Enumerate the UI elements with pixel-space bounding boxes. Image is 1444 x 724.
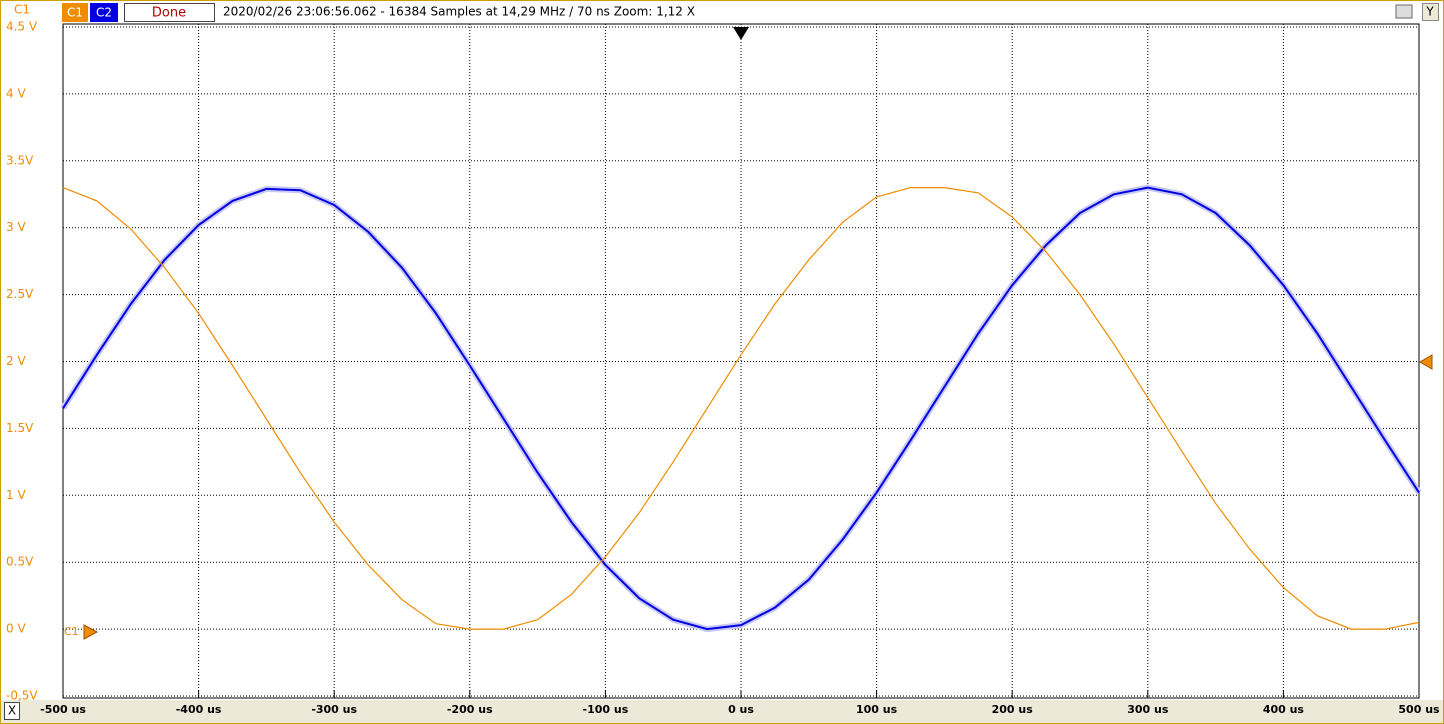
info-text: 2020/02/26 23:06:56.062 - 16384 Samples … xyxy=(223,5,695,19)
y-tick-label: 4 V xyxy=(6,86,26,100)
x-tick-label: -400 us xyxy=(176,703,222,716)
y-tick-label: 0.5V xyxy=(6,555,34,569)
c2-button-label: C2 xyxy=(96,6,112,20)
x-tick-label: -300 us xyxy=(311,703,357,716)
y-tick-label: 2.5V xyxy=(6,287,34,301)
x-tick-label: 200 us xyxy=(992,703,1034,716)
y-button[interactable] xyxy=(1422,3,1439,21)
c1-button[interactable] xyxy=(62,3,88,22)
x-button-label: X xyxy=(8,704,16,718)
trigger-level-marker xyxy=(1419,354,1433,370)
y-tick-label: 4.5 V xyxy=(6,20,38,34)
trigger-time-marker xyxy=(733,27,749,40)
x-tick-label: 500 us xyxy=(1398,703,1440,716)
corner-label: C1 xyxy=(14,3,30,17)
y-tick-label: 2 V xyxy=(6,354,26,368)
y-tick-label: 3 V xyxy=(6,220,26,234)
done-label: Done xyxy=(152,6,186,21)
ground-marker-label: C1 xyxy=(64,625,79,638)
x-tick-label: 0 us xyxy=(728,703,754,716)
x-tick-label: -500 us xyxy=(40,703,86,716)
ground-marker xyxy=(83,624,99,640)
c2-button[interactable] xyxy=(90,3,118,22)
y-tick-label: -0,5V xyxy=(6,689,38,703)
x-tick-label: -200 us xyxy=(447,703,493,716)
settings-icon[interactable] xyxy=(1395,4,1413,19)
x-tick-label: 100 us xyxy=(856,703,898,716)
series-line xyxy=(62,186,1420,631)
x-tick-label: -100 us xyxy=(583,703,629,716)
y-tick-label: 0 V xyxy=(6,622,26,636)
x-button[interactable] xyxy=(4,702,20,720)
x-tick-label: 400 us xyxy=(1263,703,1305,716)
c1-button-label: C1 xyxy=(67,6,83,20)
series-line xyxy=(62,187,1420,630)
x-tick-label: 300 us xyxy=(1127,703,1169,716)
y-tick-label: 1 V xyxy=(6,488,26,502)
y-button-label: Y xyxy=(1425,5,1434,19)
y-tick-label: 3.5V xyxy=(6,153,34,167)
y-tick-label: 1.5V xyxy=(6,421,34,435)
plot: -0,5V 0 V 0.5V 1 V 1.5V 2 V 2.5V 3 V 3.5V 4 V 4.5 … xyxy=(6,20,1440,717)
done-button[interactable] xyxy=(124,3,215,22)
x-axis-strip xyxy=(1,700,1443,723)
